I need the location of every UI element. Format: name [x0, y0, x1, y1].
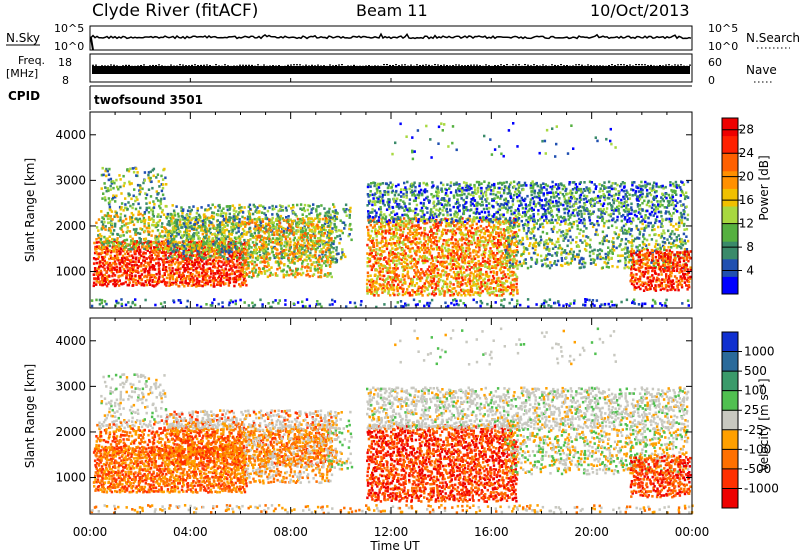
- y-tick-label: 1000: [55, 471, 86, 485]
- power-colorbar-label: Power [dB]: [757, 155, 771, 220]
- noise-left-tick-top: 10^5: [54, 22, 84, 35]
- power-colorbar-tick-label: 20: [739, 170, 754, 184]
- velocity-colorbar-label: Velocity [m s⁻¹]: [757, 378, 771, 471]
- y-tick-label: 2000: [55, 219, 86, 233]
- colorbar-swatch: [722, 276, 738, 295]
- colorbar-swatch: [722, 429, 738, 450]
- cpid-label: CPID: [8, 89, 40, 103]
- time-axis-label: Time UT: [369, 539, 420, 553]
- colorbar-swatch: [722, 351, 738, 372]
- velocity-colorbar: 1000 500 100 25 -25 -100 -500 -1000: [721, 331, 779, 509]
- power-colorbar-tick-label: 28: [739, 123, 754, 137]
- velocity-y-label: Slant Range [km]: [23, 364, 37, 468]
- nave-label: Nave: [746, 63, 777, 77]
- noise-right-tick-bottom: 10^0: [708, 40, 738, 53]
- colorbar-swatch: [722, 223, 738, 242]
- y-tick-label: 3000: [55, 379, 86, 393]
- colorbar-swatch: [722, 468, 738, 489]
- freq-left-tick-bottom: 8: [62, 74, 69, 87]
- power-colorbar-tick-label: 24: [739, 146, 754, 160]
- x-tick-label: 16:00: [474, 525, 509, 539]
- velocity-colorbar-tick-label: 100: [744, 384, 767, 398]
- colorbar-swatch: [722, 258, 738, 277]
- power-colorbar-tick-label: 8: [746, 240, 754, 254]
- noise-sky-label: N.Sky: [6, 31, 40, 45]
- freq-right-tick-top: 60: [708, 56, 722, 69]
- velocity-colorbar-tick-label: 1000: [744, 345, 775, 359]
- power-colorbar-tick-label: 4: [746, 264, 754, 278]
- noise-search-label: N.Search: [746, 31, 800, 45]
- freq-band: [92, 66, 690, 74]
- velocity-y-ticks: 1000 2000 3000 4000: [55, 334, 692, 485]
- x-tick-label: 00:00: [73, 525, 108, 539]
- velocity-colorbar-tick-label: -1000: [744, 481, 779, 495]
- velocity-colorbar-tick-label: -25: [744, 423, 764, 437]
- velocity-colorbar-tick-label: 500: [744, 364, 767, 378]
- colorbar-swatch: [722, 206, 738, 225]
- x-tick-label: 04:00: [173, 525, 208, 539]
- x-tick-label: 08:00: [273, 525, 308, 539]
- beam-label: Beam 11: [356, 1, 428, 20]
- date-label: 10/Oct/2013: [590, 1, 690, 20]
- y-tick-label: 3000: [55, 173, 86, 187]
- power-y-label: Slant Range [km]: [23, 158, 37, 262]
- cpid-text: twofsound 3501: [94, 93, 203, 107]
- colorbar-swatch: [722, 170, 738, 189]
- power-colorbar-tick-label: 16: [739, 193, 754, 207]
- colorbar-swatch: [722, 449, 738, 470]
- power-y-ticks: 1000 2000 3000 4000: [55, 128, 692, 279]
- freq-label-line2: [MHz]: [6, 67, 38, 80]
- y-tick-label: 4000: [55, 334, 86, 348]
- freq-label-line1: Freq.: [18, 54, 45, 67]
- power-colorbar: 4 8 12 16 20 24 28: [721, 117, 754, 295]
- x-tick-label: 12:00: [374, 525, 409, 539]
- power-heatmap: [90, 122, 692, 309]
- velocity-colorbar-tick-label: -100: [744, 442, 771, 456]
- noise-right-tick-top: 10^5: [708, 22, 738, 35]
- x-tick-label: 00:00: [675, 525, 710, 539]
- x-tick-label: 20:00: [574, 525, 609, 539]
- colorbar-swatch: [722, 153, 738, 172]
- power-colorbar-tick-label: 12: [739, 217, 754, 231]
- y-tick-label: 2000: [55, 425, 86, 439]
- velocity-colorbar-tick-label: 25: [744, 403, 759, 417]
- colorbar-swatch: [722, 241, 738, 260]
- colorbar-swatch: [722, 135, 738, 154]
- noise-panel-frame: [89, 25, 693, 51]
- colorbar-swatch: [722, 332, 738, 353]
- noise-trace: [89, 32, 692, 40]
- colorbar-swatch: [722, 188, 738, 207]
- y-tick-label: 1000: [55, 265, 86, 279]
- freq-right-tick-bottom: 0: [708, 74, 715, 87]
- colorbar-swatch: [722, 118, 738, 137]
- y-tick-label: 4000: [55, 128, 86, 142]
- station-title: Clyde River (fitACF): [92, 1, 258, 21]
- colorbar-swatch: [722, 371, 738, 392]
- noise-left-tick-bottom: 10^0: [54, 40, 84, 53]
- noise-sky-line: [89, 32, 692, 40]
- freq-left-tick-top: 18: [58, 56, 72, 69]
- freq-trace: [92, 64, 691, 68]
- velocity-colorbar-tick-label: -500: [744, 462, 771, 476]
- colorbar-swatch: [722, 410, 738, 431]
- colorbar-swatch: [722, 390, 738, 411]
- velocity-heatmap: [90, 327, 694, 515]
- time-axis: 00:00 04:00 08:00 12:00 16:00 20:00 00:00: [73, 78, 710, 539]
- colorbar-swatch: [722, 488, 738, 509]
